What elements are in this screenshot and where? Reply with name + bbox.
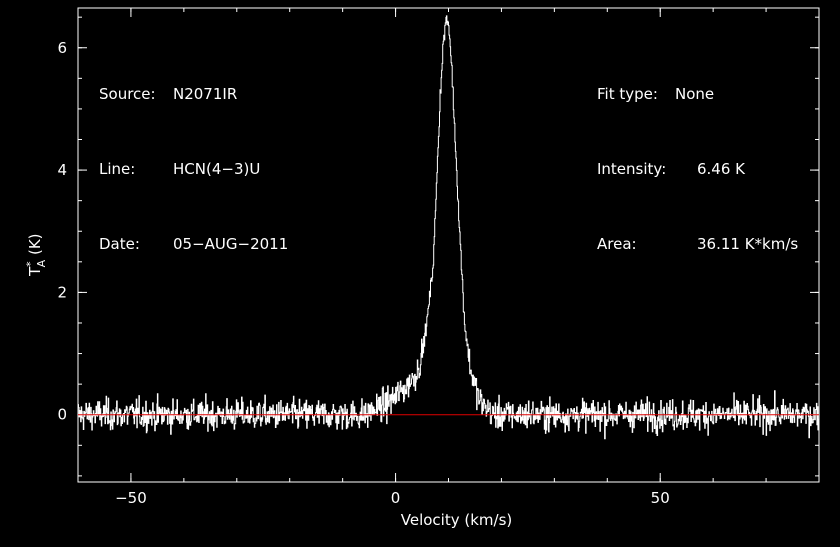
x-tick-label: −50 [115,489,147,507]
line-key: Line: [99,160,136,178]
header-left-panel: Source: N2071IR Line: HCN(4−3)U Date: 05−AU… [99,32,288,282]
intensity-value: 6.46 K [697,160,746,178]
y-tick-label: 6 [57,39,67,57]
fit-type-key: Fit type: [597,85,658,103]
line-value: HCN(4−3)U [173,160,261,178]
x-tick-label: 0 [391,489,401,507]
intensity-key: Intensity: [597,160,667,178]
x-tick-label: 50 [651,489,670,507]
fit-type-value: None [675,85,715,103]
y-axis-label: T*A (K) [24,233,48,277]
x-axis-label: Velocity (km/s) [401,511,512,529]
header-right-panel: Fit type: None Intensity: 6.46 K Area: 36.1… [597,32,798,282]
y-tick-label: 4 [57,161,67,179]
y-tick-label: 2 [57,283,67,301]
date-key: Date: [99,235,140,253]
y-tick-label: 0 [57,406,67,424]
area-value: 36.11 K*km/s [697,235,799,253]
spectrum-line [78,15,820,440]
source-key: Source: [99,85,156,103]
area-key: Area: [597,235,637,253]
source-value: N2071IR [173,85,238,103]
date-value: 05−AUG−2011 [173,235,289,253]
